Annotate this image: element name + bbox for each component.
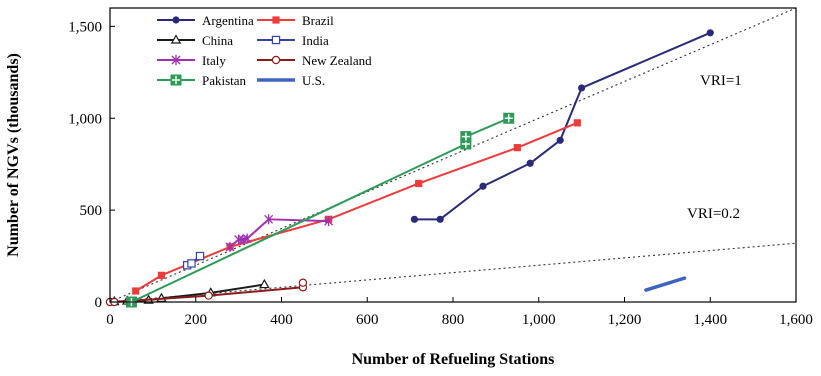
data-point <box>264 214 274 225</box>
y-tick-label: 500 <box>80 203 103 219</box>
x-tick-label: 1,400 <box>693 312 727 328</box>
legend-item-argentina: Argentina <box>157 13 254 28</box>
data-point <box>436 215 444 223</box>
y-axis-title: Number of NGVs (thousands) <box>5 53 22 257</box>
series-india <box>182 251 205 270</box>
data-point <box>526 159 534 167</box>
x-tick-label: 600 <box>356 312 379 328</box>
x-tick-label: 1,200 <box>608 312 642 328</box>
data-point <box>556 136 564 144</box>
legend-item-italy: Italy <box>157 53 226 68</box>
data-point <box>259 278 270 289</box>
reference-lines <box>109 7 797 303</box>
data-point <box>170 74 182 86</box>
data-point <box>298 278 308 287</box>
data-point <box>573 119 581 127</box>
legend-label: Italy <box>202 53 226 68</box>
data-point <box>324 216 334 227</box>
legend-item-brazil: Brazil <box>257 13 334 28</box>
legend-label: U.S. <box>302 73 325 88</box>
series-line-u-s <box>644 276 687 292</box>
legend-item-china: China <box>157 33 233 48</box>
annotation-vri-0-2: VRI=0.2 <box>687 206 740 222</box>
legend-label: Argentina <box>202 13 254 28</box>
series-line-brazil <box>134 121 579 292</box>
data-point <box>513 144 521 152</box>
x-tick-label: 1,000 <box>522 312 556 328</box>
series-italy <box>225 214 334 252</box>
axis-ticks: 0 200 400 600 800 1,000 1,200 1,400 1,600 0 500 1,0… <box>68 19 813 328</box>
legend-item-india: India <box>257 33 329 48</box>
x-axis-title: Number of Refueling Stations <box>352 351 555 368</box>
series-u-s <box>644 276 687 292</box>
data-point <box>410 215 419 223</box>
data-point <box>415 179 423 188</box>
data-point <box>479 182 487 190</box>
legend-label: Brazil <box>302 13 334 28</box>
legend-item-pakistan: Pakistan <box>157 73 247 88</box>
data-point <box>271 35 281 45</box>
x-tick-label: 1,600 <box>779 312 813 328</box>
data-point <box>204 291 213 300</box>
y-tick-label: 0 <box>95 295 103 311</box>
legend-item-u-s: U.S. <box>257 73 325 88</box>
y-tick-label: 1,500 <box>68 19 102 35</box>
data-point <box>272 16 280 24</box>
y-tick-label: 1,000 <box>68 111 102 127</box>
data-point <box>706 29 714 37</box>
data-point <box>578 84 586 92</box>
legend-label: Pakistan <box>202 73 247 88</box>
data-point <box>460 131 472 143</box>
x-tick-label: 200 <box>185 312 208 328</box>
data-point <box>170 34 182 44</box>
data-point <box>157 271 166 279</box>
series-argentina <box>410 29 714 223</box>
data-point <box>234 234 244 245</box>
data-point <box>187 259 196 268</box>
legend-label: New Zealand <box>302 53 372 68</box>
x-tick-label: 0 <box>106 312 114 328</box>
legend-label: China <box>202 33 233 48</box>
series-pakistan <box>125 112 515 308</box>
x-tick-label: 400 <box>270 312 293 328</box>
series-line-argentina <box>413 31 712 221</box>
legend-label: India <box>302 33 329 48</box>
legend-item-new-zealand: New Zealand <box>257 53 372 68</box>
data-point <box>271 55 281 65</box>
data-point <box>132 287 140 295</box>
series-brazil <box>132 119 581 295</box>
annotations: VRI=1 VRI=0.2 <box>687 73 742 222</box>
annotation-vri-1: VRI=1 <box>700 73 742 89</box>
data-point <box>503 112 515 124</box>
reference-line-vri-1 <box>109 7 797 303</box>
data-point <box>225 241 235 252</box>
series-layer <box>105 29 714 308</box>
data-point <box>172 16 180 24</box>
x-tick-label: 800 <box>442 312 465 328</box>
data-point <box>171 55 181 65</box>
data-point <box>195 251 205 261</box>
data-point <box>242 233 252 244</box>
legend: Argentina Brazil China India Italy New Zealan… <box>157 13 372 88</box>
